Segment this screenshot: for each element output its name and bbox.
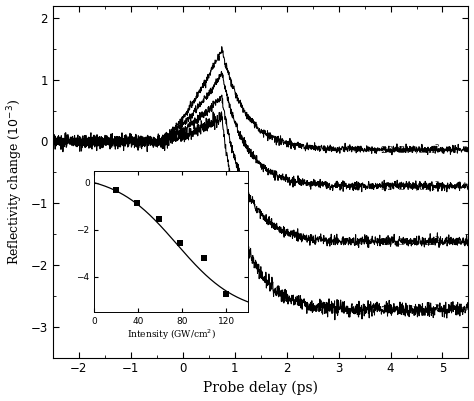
X-axis label: Probe delay (ps): Probe delay (ps): [203, 381, 318, 395]
Text: 20 GW/cm$^2$: 20 GW/cm$^2$: [380, 143, 441, 156]
Y-axis label: Reflectivity change ($10^{-3}$): Reflectivity change ($10^{-3}$): [6, 99, 25, 265]
Text: 39 GW/cm$^2$: 39 GW/cm$^2$: [380, 179, 441, 193]
Text: 59 GW/cm$^2$: 59 GW/cm$^2$: [380, 235, 440, 248]
Text: 78 GW/cm$^2$: 78 GW/cm$^2$: [380, 303, 441, 316]
